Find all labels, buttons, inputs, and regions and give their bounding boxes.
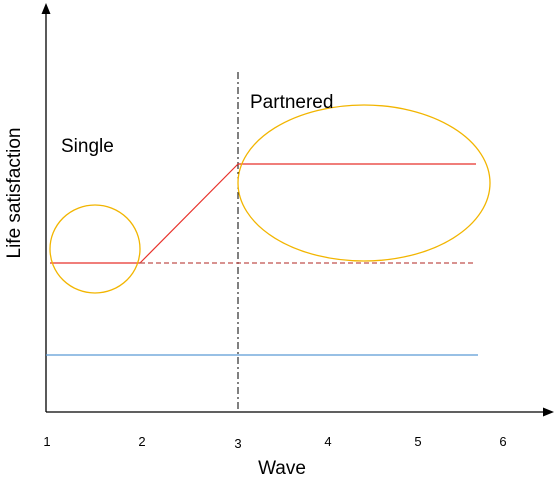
transition-line [140,164,238,263]
single-label: Single [61,136,114,157]
x-tick-label: 4 [324,434,331,449]
x-tick-label: 1 [43,434,50,449]
x-tick-label: 3 [234,436,241,451]
x-tick-label: 5 [414,434,421,449]
partnered-label: Partnered [250,92,333,113]
x-axis-arrowhead [543,408,554,417]
x-tick-label: 6 [499,434,506,449]
y-axis-title: Life satisfaction [4,128,25,259]
partnered-highlight-ellipse [238,105,490,261]
y-axis-arrowhead [42,3,51,14]
single-highlight-circle [50,205,140,293]
x-tick-label: 2 [138,434,145,449]
x-axis-title: Wave [258,458,306,479]
